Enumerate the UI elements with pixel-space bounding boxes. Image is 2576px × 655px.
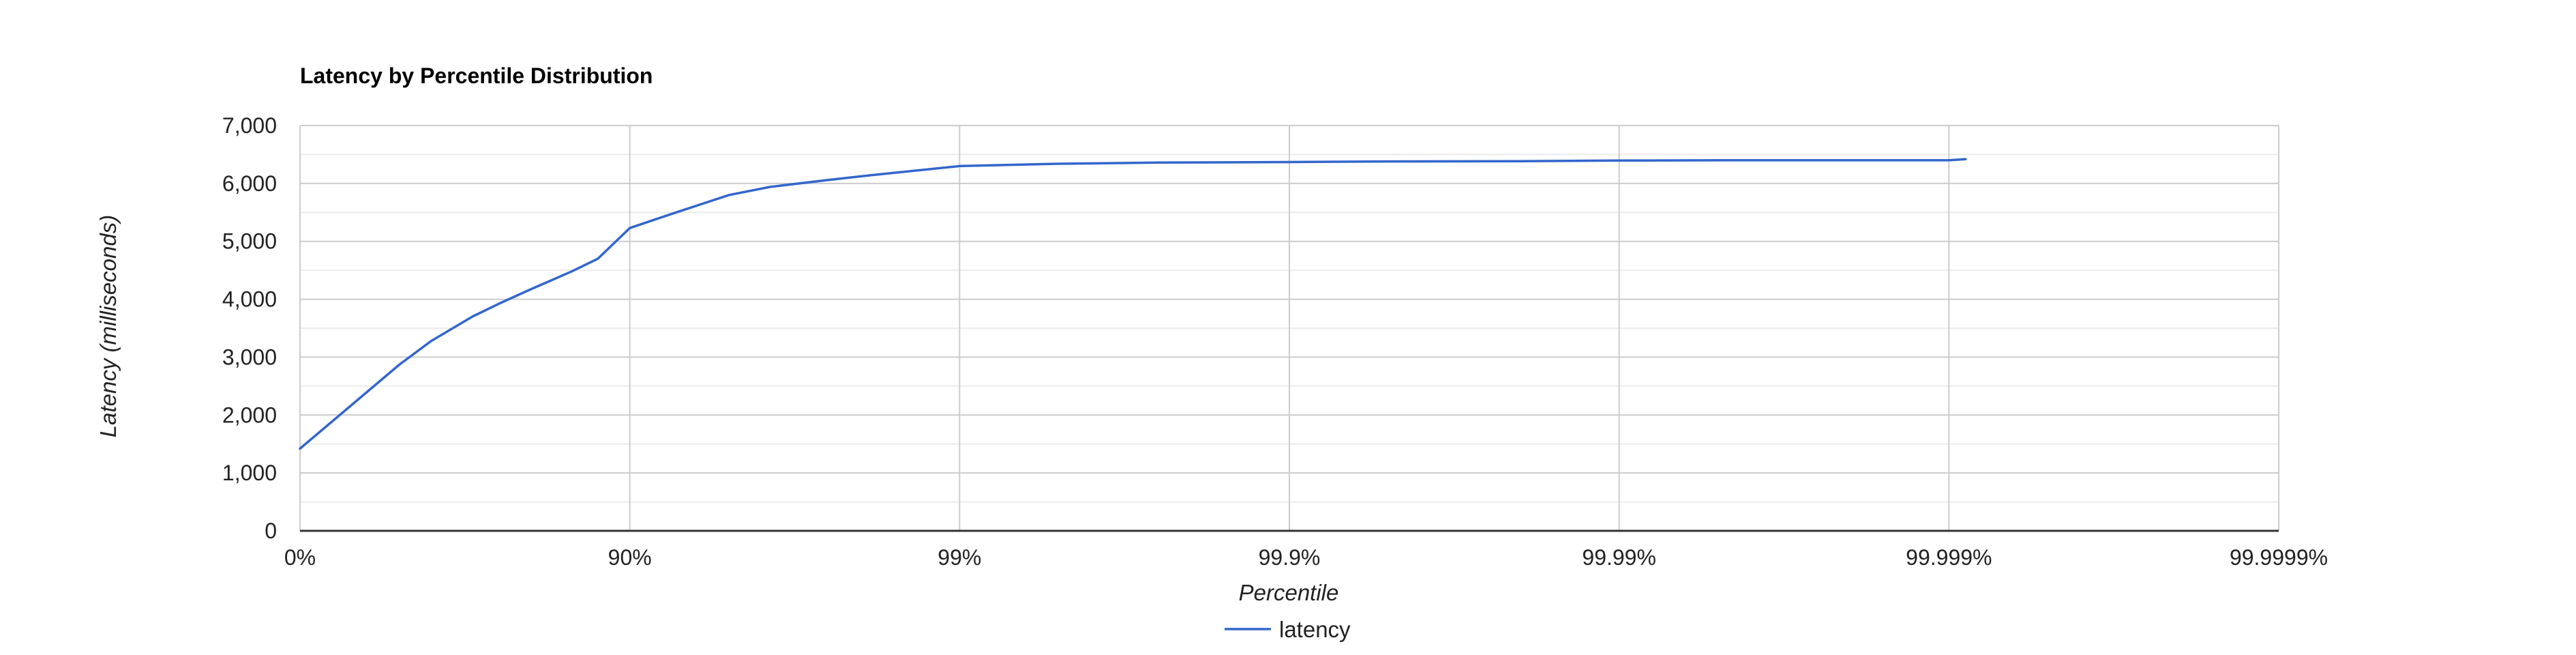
y-tick-label: 1,000 <box>222 461 277 485</box>
x-tick-label: 99% <box>938 545 981 570</box>
series-layer <box>299 158 1967 450</box>
x-axis-ticks: 0% 90% 99% 99.9% 99.99% 99.999% 99.9999% <box>284 545 2328 570</box>
y-tick-label: 2,000 <box>222 403 277 427</box>
chart-title: Latency by Percentile Distribution <box>300 63 653 88</box>
x-tick-label: 90% <box>608 545 652 570</box>
y-tick-label: 0 <box>265 519 277 543</box>
y-axis-ticks: 0 1,000 2,000 3,000 4,000 5,000 6,000 7,000 <box>222 113 277 543</box>
x-tick-label: 0% <box>284 545 316 570</box>
series-line-latency <box>299 158 1967 450</box>
y-tick-label: 5,000 <box>222 229 277 254</box>
grid <box>299 125 2279 532</box>
y-axis-title: Latency (milliseconds) <box>95 215 121 437</box>
x-tick-label: 99.9% <box>1259 545 1321 570</box>
legend: latency <box>1225 617 1351 642</box>
y-tick-label: 7,000 <box>222 113 277 138</box>
x-tick-label: 99.99% <box>1582 545 1656 570</box>
x-tick-label: 99.999% <box>1906 545 1992 570</box>
y-tick-label: 6,000 <box>222 171 277 196</box>
legend-label-latency: latency <box>1279 617 1351 642</box>
y-tick-label: 3,000 <box>222 345 277 369</box>
x-tick-label: 99.9999% <box>2230 545 2328 570</box>
y-tick-label: 4,000 <box>222 287 277 312</box>
x-axis-title: Percentile <box>1239 580 1339 605</box>
